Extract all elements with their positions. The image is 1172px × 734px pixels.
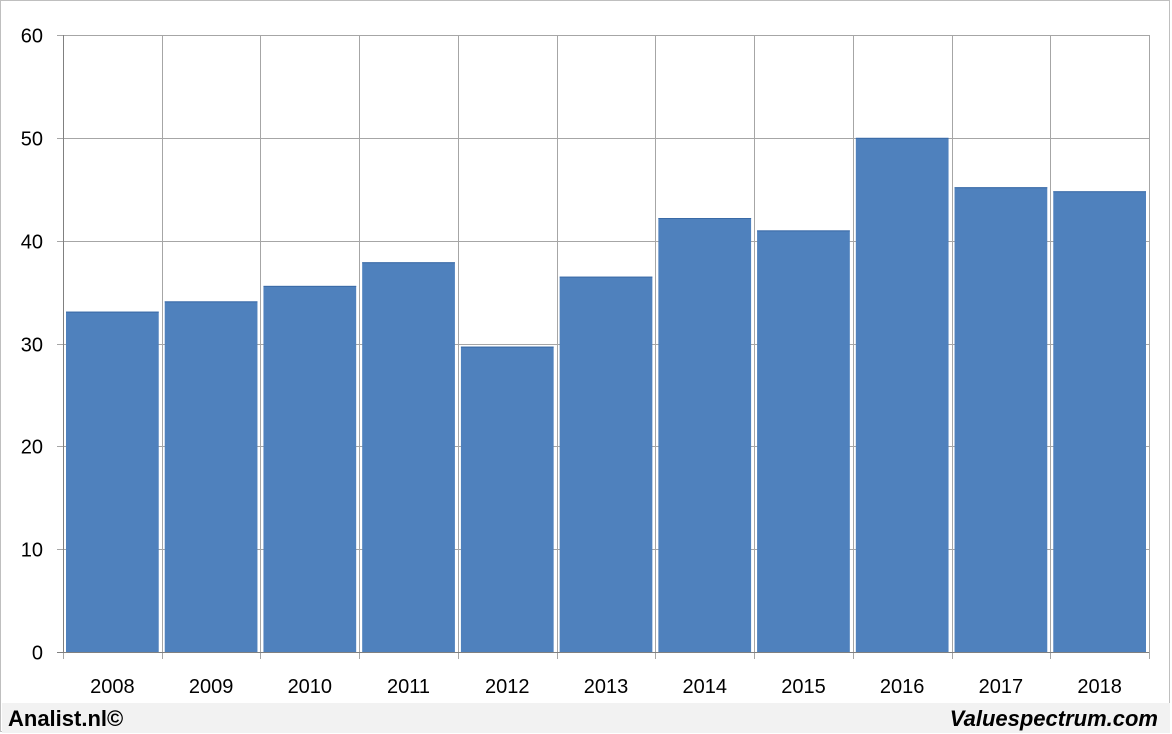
x-tick-label: 2017	[979, 676, 1024, 698]
bar-2018	[1053, 191, 1146, 652]
footer-copyright: Analist.nl©	[8, 706, 124, 731]
x-tick-label: 2008	[90, 676, 135, 698]
x-tick-label: 2018	[1077, 676, 1122, 698]
bar-2016	[855, 137, 949, 653]
bar-2012	[460, 346, 554, 652]
y-tick-label: 20	[21, 437, 43, 459]
axis-layer	[57, 35, 1149, 653]
y-tick-labels: 0 10 20 30 40 50 60	[21, 26, 43, 665]
x-tick-label: 2013	[584, 676, 629, 698]
x-tick-label: 2016	[880, 676, 925, 698]
y-tick-label: 30	[21, 335, 43, 357]
x-tick-label: 2011	[387, 676, 430, 698]
bar-layer	[66, 137, 1146, 653]
bar-2008	[66, 311, 159, 652]
y-tick-label: 10	[21, 540, 43, 562]
bar-2010	[263, 285, 357, 652]
bar-2014	[658, 218, 752, 652]
y-tick-label: 0	[32, 643, 43, 665]
y-tick-label: 50	[21, 129, 43, 151]
bar-2017	[954, 187, 1048, 652]
bar-2015	[757, 230, 850, 652]
x-tick-label: 2014	[682, 676, 727, 698]
x-tick-label: 2015	[781, 676, 826, 698]
footer-bar: Analist.nl© Valuespectrum.com	[2, 703, 1170, 733]
grid-layer	[57, 35, 1150, 659]
y-tick-label: 60	[21, 26, 43, 48]
bar-2013	[559, 276, 653, 652]
x-tick-label: 2010	[288, 676, 333, 698]
bar-2009	[164, 301, 258, 652]
x-tick-label: 2012	[485, 676, 530, 698]
x-tick-label: 2009	[189, 676, 234, 698]
footer-source: Valuespectrum.com	[949, 706, 1158, 731]
x-tick-labels: 2008 2009 2010 2011 2012 2013 2014 2015 2016 2017…	[90, 676, 1122, 698]
bar-2011	[362, 262, 455, 652]
y-tick-label: 40	[21, 232, 43, 254]
